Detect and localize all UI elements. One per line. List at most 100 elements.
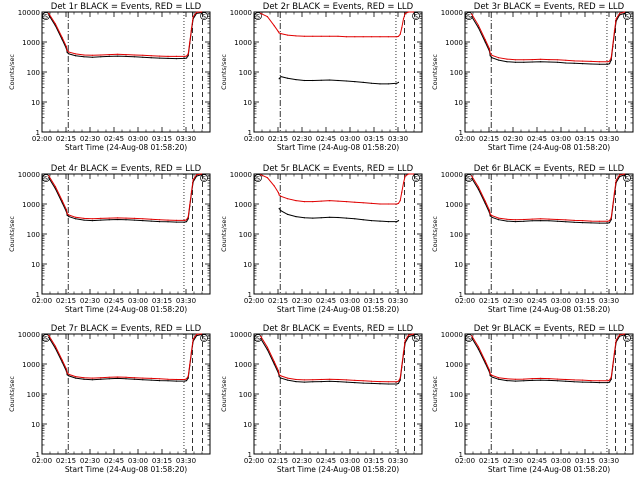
y-tick-label: 10000	[230, 9, 252, 17]
data-point-lld	[573, 60, 575, 62]
series-line-lld	[260, 333, 414, 383]
data-point-lld	[189, 41, 191, 43]
series-line-events	[471, 334, 625, 384]
y-tick-label: 1	[36, 129, 40, 137]
data-point-lld	[303, 379, 305, 381]
data-point-lld	[117, 217, 119, 219]
data-point-events	[362, 219, 364, 221]
data-point-lld	[175, 219, 177, 221]
data-point-lld	[615, 179, 617, 181]
data-point-lld	[506, 58, 508, 60]
y-tick-label: 1000	[22, 201, 40, 209]
data-point-events	[320, 217, 322, 219]
data-point-events	[397, 220, 400, 222]
data-point-events	[100, 56, 102, 58]
data-point-lld	[471, 175, 473, 177]
data-point-lld	[196, 11, 198, 13]
data-point-events	[484, 202, 486, 204]
data-point-events	[540, 61, 542, 63]
data-point-events	[565, 221, 567, 223]
y-tick-label: 100	[450, 69, 463, 77]
saa-marker-label: S	[256, 336, 260, 343]
data-point-lld	[185, 219, 188, 221]
data-point-events	[371, 82, 373, 84]
data-point-events	[125, 55, 127, 58]
data-point-events	[133, 219, 135, 221]
data-point-events	[471, 16, 473, 18]
y-tick-label: 10000	[18, 9, 40, 17]
chart-title: Det 2r BLACK = Events, RED = LLD	[263, 2, 414, 12]
saa-marker-circle	[412, 174, 420, 182]
y-tick-label: 10	[31, 421, 40, 429]
data-point-lld	[184, 378, 186, 381]
data-point-events	[573, 221, 575, 223]
data-point-lld	[185, 55, 188, 57]
data-point-events	[185, 221, 188, 223]
saa-marker-label: S	[202, 336, 206, 343]
x-tick-label: 02:00	[32, 135, 52, 143]
saa-marker-label: S	[44, 176, 48, 183]
data-point-events	[54, 347, 57, 349]
x-tick-label: 02:45	[527, 297, 547, 305]
data-point-lld	[187, 375, 189, 377]
data-point-events	[397, 81, 400, 83]
data-point-events	[100, 378, 102, 380]
data-point-lld	[610, 376, 612, 378]
data-point-lld	[266, 346, 268, 348]
data-point-events	[159, 221, 161, 223]
data-point-lld	[54, 23, 57, 25]
x-tick-label: 02:30	[292, 135, 312, 143]
saa-marker-label: S	[467, 336, 471, 343]
data-point-lld	[556, 218, 559, 221]
data-point-events	[68, 216, 70, 218]
x-tick-label: 03:00	[128, 297, 148, 305]
data-point-events	[345, 381, 347, 383]
data-point-events	[142, 56, 144, 58]
data-point-lld	[277, 31, 279, 33]
chart-panel-6: Det 6r BLACK = Events, RED = LLD 1 10 100 10…	[431, 164, 634, 314]
data-point-lld	[192, 16, 194, 18]
data-point-lld	[345, 379, 347, 381]
data-point-lld	[471, 335, 473, 337]
data-point-lld	[484, 200, 486, 202]
y-tick-label: 10	[454, 261, 463, 269]
chart-panel-4: Det 4r BLACK = Events, RED = LLD 1 10 100 10…	[8, 164, 211, 314]
data-point-lld	[187, 53, 189, 55]
data-point-lld	[201, 11, 203, 13]
x-tick-label: 02:15	[479, 457, 499, 465]
x-tick-label: 02:00	[244, 135, 264, 143]
data-point-lld	[619, 12, 621, 14]
data-point-lld	[61, 359, 63, 361]
x-axis-label: Start Time (24-Aug-08 01:58:20)	[65, 465, 187, 474]
data-point-events	[489, 55, 491, 57]
x-tick-label: 02:15	[56, 457, 76, 465]
x-axis-label: Start Time (24-Aug-08 01:58:20)	[277, 305, 399, 314]
series-line-lld	[48, 173, 202, 221]
y-tick-label: 1	[459, 129, 463, 137]
data-point-lld	[190, 28, 193, 30]
data-point-lld	[607, 61, 609, 63]
data-point-events	[387, 83, 389, 85]
data-point-lld	[100, 54, 102, 56]
data-point-lld	[399, 200, 401, 202]
saa-marker-label: S	[625, 14, 629, 21]
x-tick-label: 03:30	[388, 297, 408, 305]
data-point-events	[582, 222, 584, 224]
data-point-lld	[397, 380, 400, 382]
data-point-lld	[133, 217, 135, 219]
x-tick-label: 03:30	[388, 457, 408, 465]
data-point-lld	[117, 376, 119, 378]
data-point-lld	[91, 54, 93, 56]
data-point-lld	[619, 334, 621, 336]
data-point-events	[184, 380, 186, 382]
data-point-lld	[295, 378, 297, 381]
data-point-lld	[371, 380, 373, 382]
data-point-lld	[598, 380, 601, 382]
y-tick-label: 1	[459, 451, 463, 459]
data-point-events	[329, 216, 331, 218]
data-point-lld	[329, 200, 331, 202]
data-point-lld	[612, 364, 614, 366]
data-point-lld	[477, 24, 479, 26]
data-point-lld	[491, 374, 493, 376]
data-point-lld	[260, 335, 262, 337]
